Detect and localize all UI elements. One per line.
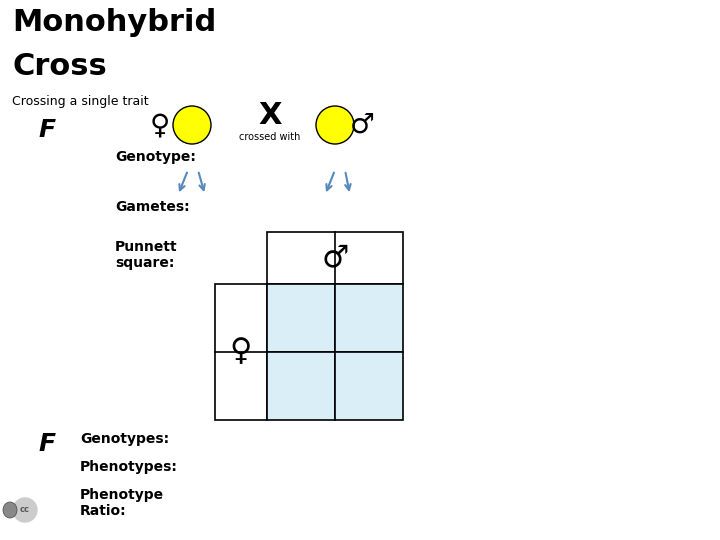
Text: Monohybrid: Monohybrid	[12, 8, 216, 37]
Bar	[267, 284, 335, 352]
Text: cc: cc	[20, 505, 30, 515]
Bar	[215, 284, 267, 420]
Text: Cross: Cross	[12, 52, 107, 81]
Text: crossed with: crossed with	[239, 132, 301, 142]
Text: Phenotype
Ratio:: Phenotype Ratio:	[80, 488, 164, 518]
Text: ♀: ♀	[230, 338, 252, 367]
Text: X: X	[258, 100, 282, 130]
Text: Phenotypes:: Phenotypes:	[80, 460, 178, 474]
Ellipse shape	[3, 502, 17, 518]
Text: ♀: ♀	[150, 111, 170, 139]
Ellipse shape	[173, 106, 211, 144]
Text: F: F	[38, 432, 55, 456]
Text: ♂: ♂	[350, 111, 374, 139]
Text: ♂: ♂	[321, 244, 348, 273]
Text: F: F	[38, 118, 55, 142]
Bar	[335, 352, 403, 420]
Circle shape	[13, 498, 37, 522]
Text: Crossing a single trait: Crossing a single trait	[12, 95, 148, 108]
Bar	[267, 232, 403, 284]
Text: Punnett
square:: Punnett square:	[115, 240, 178, 270]
Text: Genotype:: Genotype:	[115, 150, 196, 164]
Bar	[335, 284, 403, 352]
Text: Gametes:: Gametes:	[115, 200, 189, 214]
Text: Genotypes:: Genotypes:	[80, 432, 169, 446]
Bar	[267, 352, 335, 420]
Ellipse shape	[316, 106, 354, 144]
